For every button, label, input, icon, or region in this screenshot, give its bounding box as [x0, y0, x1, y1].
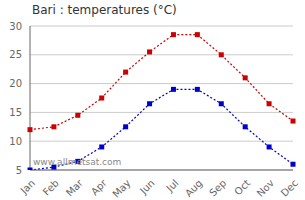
svg-text:10: 10 [9, 136, 22, 147]
svg-text:25: 25 [9, 49, 22, 60]
svg-text:30: 30 [9, 21, 22, 32]
svg-text:5: 5 [16, 165, 22, 176]
svg-text:Feb: Feb [41, 177, 61, 197]
svg-text:Sep: Sep [207, 177, 228, 198]
svg-text:15: 15 [9, 107, 22, 118]
html-text:www.allmetsat.com: www.allmetsat.com [33, 157, 122, 167]
svg-text:Nov: Nov [255, 177, 277, 199]
svg-text:Mar: Mar [64, 177, 86, 199]
svg-text:Oct: Oct [232, 177, 252, 197]
svg-text:Jan: Jan [18, 177, 37, 196]
svg-text:Apr: Apr [89, 177, 110, 198]
html-text:Bari : temperatures (°C): Bari : temperatures (°C) [32, 3, 177, 17]
svg-text:Dec: Dec [279, 177, 297, 198]
svg-text:Jun: Jun [137, 177, 157, 197]
svg-text:20: 20 [9, 78, 22, 89]
svg-text:May: May [110, 177, 132, 199]
svg-text:Jul: Jul [163, 177, 180, 194]
svg-text:Aug: Aug [183, 177, 205, 199]
